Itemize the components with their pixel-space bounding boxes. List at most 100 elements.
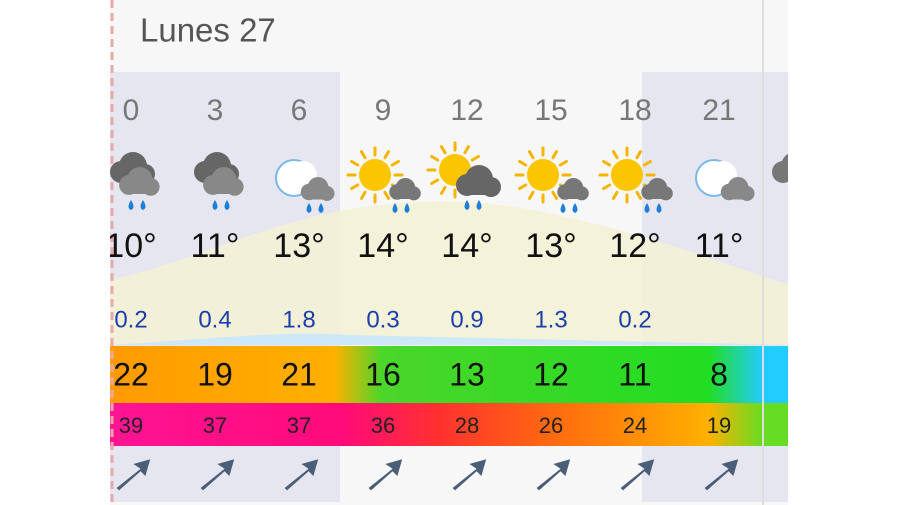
- sun-ray: [440, 145, 447, 155]
- sun-ray: [360, 190, 367, 200]
- sun-ray: [612, 190, 619, 200]
- temperature: 12°: [609, 227, 660, 265]
- wind-speed: 11: [618, 356, 651, 392]
- precipitation: 0.2: [114, 306, 147, 333]
- wind-gust: 37: [203, 413, 227, 438]
- wind-speed: 21: [281, 356, 317, 392]
- hour: 6: [291, 94, 308, 127]
- rain-drop: [128, 200, 134, 210]
- wind-arrow: [368, 459, 403, 491]
- cloud-part: [121, 185, 158, 194]
- temperature: 11°: [695, 227, 744, 265]
- sun-ray: [463, 145, 470, 155]
- wind-gust: 24: [623, 413, 647, 438]
- wind-gust: 36: [371, 413, 395, 438]
- wind-speed: 13: [449, 356, 485, 392]
- rain-drop: [306, 203, 312, 213]
- temperature: 14°: [441, 227, 492, 265]
- cloud-part: [205, 185, 242, 194]
- precipitation: 0.9: [450, 306, 483, 333]
- precipitation: 0.2: [618, 306, 651, 333]
- cloud-part: [775, 172, 788, 182]
- wind-speed: 16: [365, 356, 401, 392]
- rain-drop: [318, 203, 324, 213]
- sun-ray: [642, 160, 652, 167]
- wind-gust: 39: [119, 413, 143, 438]
- sun-ray: [518, 183, 528, 190]
- sun-ray: [635, 190, 642, 200]
- sun-ray: [360, 150, 367, 160]
- sun-ray: [430, 155, 440, 162]
- wind-gust: 37: [287, 413, 311, 438]
- hour: 9: [375, 94, 392, 127]
- rain-drop: [224, 200, 230, 210]
- cloud-part: [797, 164, 817, 184]
- wind-gust: 19: [707, 413, 731, 438]
- precipitation: 1.3: [534, 306, 567, 333]
- rain-drop: [404, 203, 410, 213]
- wind-arrow: [200, 459, 235, 491]
- temperature: 13°: [273, 227, 324, 265]
- hour: 3: [207, 94, 224, 127]
- hour: 21: [702, 94, 735, 127]
- wind-arrow: [284, 459, 319, 491]
- rain-drop: [140, 200, 146, 210]
- sun-ray: [558, 160, 568, 167]
- sun-ray: [470, 155, 480, 162]
- hour: 12: [450, 94, 483, 127]
- sun-ray: [551, 150, 558, 160]
- sun-ray: [635, 150, 642, 160]
- sun-ray: [383, 190, 390, 200]
- wind-arrow: [536, 459, 571, 491]
- sun: [611, 159, 643, 191]
- sun-ray: [350, 160, 360, 167]
- sun-ray: [390, 160, 400, 167]
- panel: 0 10° 0.2 22 39 3 11° 0.4 19 37 6 13° 1.8 21 37 9 14° 0.3…: [110, 0, 817, 505]
- gust-band: [110, 403, 788, 446]
- cloud-part: [391, 192, 420, 199]
- wind-speed: 22: [113, 356, 149, 392]
- wind-speed: 12: [533, 356, 569, 392]
- rain-drop: [656, 203, 662, 213]
- sun-ray: [528, 190, 535, 200]
- sun-ray: [602, 183, 612, 190]
- wind-gust: 26: [539, 413, 563, 438]
- cloud-part: [723, 192, 753, 200]
- precipitation: 1.8: [282, 306, 315, 333]
- wind-arrow: [452, 459, 487, 491]
- temperature: 13°: [525, 227, 576, 265]
- wind-arrow: [116, 459, 151, 491]
- temperature: 11°: [191, 227, 240, 265]
- sun-ray: [612, 150, 619, 160]
- cloud-part: [303, 192, 333, 200]
- wind-gust: 28: [455, 413, 479, 438]
- sun-ray: [350, 183, 360, 190]
- rain-drop: [212, 200, 218, 210]
- sun-ray: [528, 150, 535, 160]
- precip-curve: [110, 333, 788, 345]
- wind-arrow: [620, 459, 655, 491]
- hour: 15: [534, 94, 567, 127]
- sun-ray: [518, 160, 528, 167]
- hour: 0: [123, 94, 140, 127]
- rain-drop: [572, 203, 578, 213]
- rain-drop: [644, 203, 650, 213]
- precipitation: 0.4: [198, 306, 231, 333]
- day-title: Lunes 27: [140, 12, 276, 49]
- sun-ray: [383, 150, 390, 160]
- sun-ray: [440, 185, 447, 195]
- precipitation: 0.3: [366, 306, 399, 333]
- wind-arrow: [704, 459, 739, 491]
- sun: [527, 159, 559, 191]
- sun-ray: [430, 178, 440, 185]
- wind-speed: 19: [197, 356, 233, 392]
- cloud-part: [643, 192, 672, 199]
- sun: [359, 159, 391, 191]
- wind-speed: 8: [710, 356, 728, 392]
- rain-drop: [464, 200, 470, 210]
- cloud-part: [459, 185, 499, 195]
- hour: 18: [618, 94, 651, 127]
- sun-ray: [551, 190, 558, 200]
